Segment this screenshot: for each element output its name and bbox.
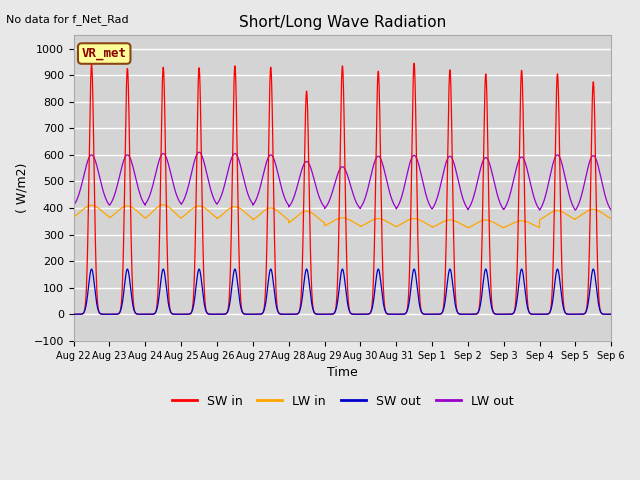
Legend: SW in, LW in, SW out, LW out: SW in, LW in, SW out, LW out xyxy=(166,390,518,413)
X-axis label: Time: Time xyxy=(327,366,358,379)
Title: Short/Long Wave Radiation: Short/Long Wave Radiation xyxy=(239,15,446,30)
Text: No data for f_Net_Rad: No data for f_Net_Rad xyxy=(6,14,129,25)
Y-axis label: ( W/m2): ( W/m2) xyxy=(15,163,28,213)
Text: VR_met: VR_met xyxy=(82,47,127,60)
